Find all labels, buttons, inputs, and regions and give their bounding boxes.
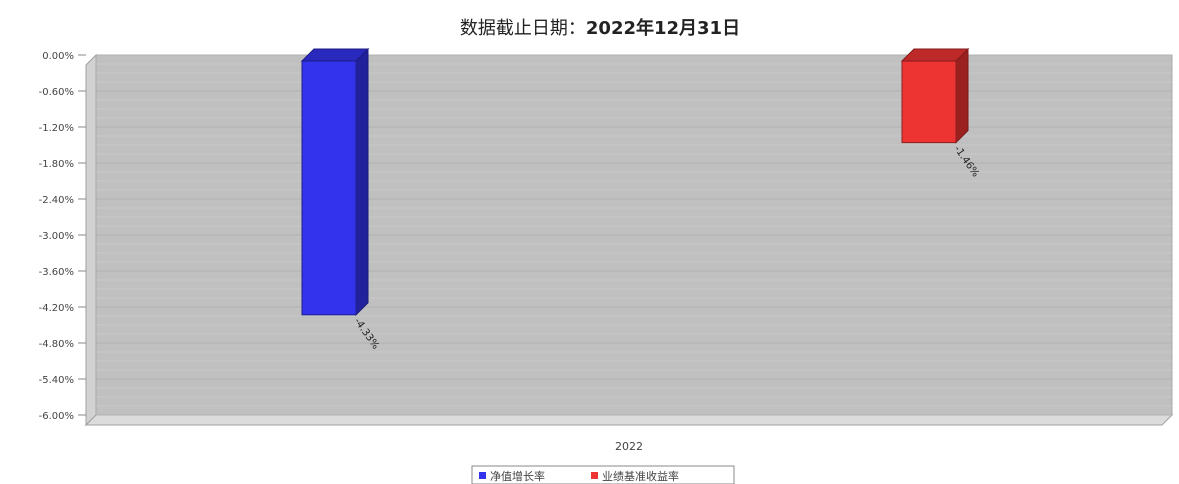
legend-label-series-1: 净值增长率 (490, 469, 545, 483)
bar-side (955, 47, 969, 144)
bar (901, 60, 957, 144)
plot-area: 0.00% -0.60% -1.20% -1.80% -2.40% -3.00% -3.60… (39, 47, 1174, 427)
legend: 净值增长率 业绩基准收益率 (471, 465, 735, 484)
y-tick-label: 0.00% (42, 51, 74, 62)
grid-lines (96, 54, 1172, 416)
legend-box (471, 465, 735, 484)
bar-top (900, 48, 970, 62)
bar-top (300, 48, 370, 62)
bars (300, 47, 970, 317)
legend-swatch-series-1 (479, 472, 486, 479)
x-tick-label: 2022 (615, 440, 643, 453)
chart-title: 数据截止日期：2022年12月31日 (460, 17, 740, 39)
y-tick-label: -3.00% (39, 231, 74, 242)
y-tick-label: -0.60% (39, 87, 74, 98)
y-axis: 0.00% -0.60% -1.20% -1.80% -2.40% -3.00% -3.60… (39, 51, 86, 422)
y-tick-label: -1.80% (39, 159, 74, 170)
y-tick-label: -6.00% (39, 411, 74, 422)
plot-left-wall (85, 53, 97, 427)
y-tick-label: -2.40% (39, 195, 74, 206)
bar-side (355, 47, 369, 317)
legend-label-series-2: 业绩基准收益率 (602, 469, 679, 483)
y-tick-label: -1.20% (39, 123, 74, 134)
y-tick-label: -3.60% (39, 267, 74, 278)
plot-floor (84, 414, 1174, 426)
y-tick-label: -5.40% (39, 375, 74, 386)
bar (301, 60, 357, 316)
legend-swatch-series-2 (591, 472, 598, 479)
y-tick-label: -4.80% (39, 339, 74, 350)
chart-title-prefix: 数据截止日期： (460, 18, 586, 39)
y-tick-label: -4.20% (39, 303, 74, 314)
chart-title-date: 2022年12月31日 (586, 17, 740, 39)
